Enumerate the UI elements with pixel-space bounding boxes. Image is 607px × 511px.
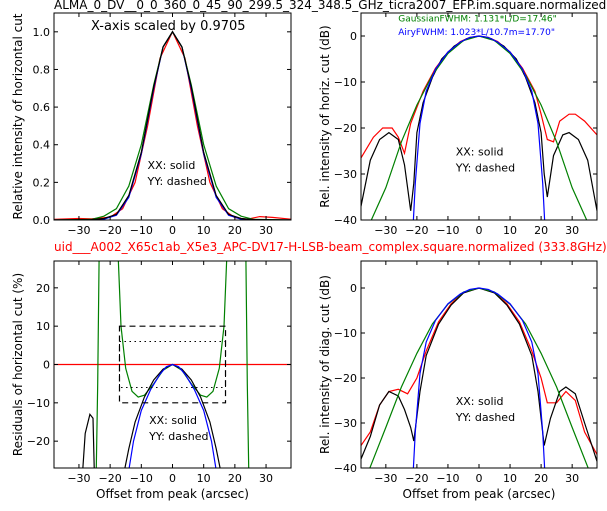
legend-text: YY: dashed — [148, 430, 208, 443]
y-tick-label: −10 — [27, 397, 50, 410]
legend-text: YY: dashed — [455, 411, 515, 424]
y-tick-label: 0.0 — [33, 214, 51, 227]
x-tick-label: −20 — [405, 472, 428, 485]
fwhm-annotation: GaussianFWHM: 1.131*L/D=17.46" — [398, 14, 556, 24]
x-tick-label: 20 — [228, 472, 242, 485]
plot-frame — [360, 260, 598, 469]
x-tick-label: −20 — [405, 224, 428, 237]
x-tick-label: 30 — [565, 472, 579, 485]
series-line-0 — [54, 30, 291, 220]
series-line-3 — [54, 30, 291, 220]
x-tick-label: 10 — [503, 472, 517, 485]
y-tick-label: 1.0 — [33, 26, 51, 39]
y-tick-label: 0 — [350, 282, 357, 295]
y-tick-label: −20 — [27, 435, 50, 448]
series-line-0 — [361, 287, 597, 455]
y-tick-label: −30 — [334, 417, 357, 430]
fwhm-annotation: AiryFWHM: 1.023*L/10.7m=17.70" — [398, 28, 555, 38]
legend-text: XX: solid — [456, 146, 504, 159]
x-tick-label: 10 — [197, 472, 211, 485]
panel-bl: −30 −20 −10 0 10 20 30 −20 −10 0 10 20 Residuals of … — [11, 260, 292, 501]
y-tick-label: 0 — [350, 30, 357, 43]
y-axis-label: Residuals of horizontal cut (%) — [11, 273, 25, 456]
x-tick-label: 30 — [259, 224, 273, 237]
x-tick-label: 20 — [534, 224, 548, 237]
series-line-1 — [361, 35, 597, 211]
series-line-2 — [117, 261, 228, 398]
x-tick-label: −30 — [374, 472, 397, 485]
dashed-box — [118, 325, 227, 404]
x-tick-label: −10 — [130, 224, 153, 237]
series-line-1 — [361, 287, 597, 462]
y-tick-label: −40 — [334, 214, 357, 227]
x-tick-label: 0 — [476, 472, 483, 485]
x-tick-label: 0 — [169, 224, 176, 237]
y-axis-label: Rel. intensity of horiz. cut (dB) — [318, 25, 332, 207]
x-tick-label: 0 — [169, 472, 176, 485]
legend-text: XX: solid — [148, 159, 196, 172]
series-line-2 — [54, 30, 291, 220]
series-line-0 — [361, 35, 597, 159]
x-tick-label: 0 — [476, 224, 483, 237]
x-tick-label: 10 — [197, 224, 211, 237]
figure-title-top: ALMA_0_DV__0_0_360_0_45_90_299.5_324_348… — [54, 0, 606, 12]
series-line-4 — [82, 412, 95, 468]
figure-title-middle: uid___A002_X65c1ab_X5e3_APC-DV17-H-LSB-b… — [54, 240, 607, 254]
y-tick-label: 10 — [36, 320, 50, 333]
y-tick-label: 20 — [36, 282, 50, 295]
x-tick-label: 30 — [565, 224, 579, 237]
series-group — [361, 287, 597, 468]
x-tick-label: −10 — [436, 472, 459, 485]
plot-frame — [360, 12, 598, 221]
series-line-3 — [412, 35, 546, 220]
legend-text: YY: dashed — [455, 162, 515, 175]
panel-tl: −30 −20 −10 0 10 20 30 0.0 0.2 0.4 0.6 0.8 1.0 Relati… — [11, 12, 292, 237]
legend-text: XX: solid — [149, 414, 197, 427]
x-tick-label: 20 — [228, 224, 242, 237]
y-axis-label: Rel. intensity of diag. cut (dB) — [318, 275, 332, 454]
y-tick-label: 0.8 — [33, 63, 51, 76]
y-tick-label: −10 — [334, 327, 357, 340]
y-tick-label: −20 — [334, 372, 357, 385]
x-tick-label: 20 — [534, 472, 548, 485]
x-tick-label: −10 — [436, 224, 459, 237]
y-tick-label: −20 — [334, 122, 357, 135]
scale-annotation: X-axis scaled by 0.9705 — [91, 19, 246, 34]
y-tick-label: 0 — [43, 359, 50, 372]
series-group — [54, 30, 291, 220]
series-line-3 — [245, 261, 250, 468]
series-line-3 — [412, 287, 546, 468]
x-tick-label: −30 — [67, 472, 90, 485]
legend-text: XX: solid — [456, 395, 504, 408]
legend-text: YY: dashed — [147, 175, 207, 188]
dotted-box — [118, 341, 227, 388]
series-line-2 — [370, 35, 588, 220]
y-tick-label: 0.6 — [33, 101, 51, 114]
x-axis-label: Offset from peak (arcsec) — [403, 487, 556, 501]
y-tick-label: 0.2 — [33, 176, 51, 189]
x-tick-label: 10 — [503, 224, 517, 237]
y-tick-label: 0.4 — [33, 139, 51, 152]
x-tick-label: −30 — [374, 224, 397, 237]
x-tick-label: 30 — [259, 472, 273, 485]
y-tick-label: −10 — [334, 76, 357, 89]
x-tick-label: −20 — [99, 472, 122, 485]
plot-frame — [53, 12, 292, 221]
series-line-1 — [95, 261, 100, 468]
y-tick-label: −30 — [334, 168, 357, 181]
x-tick-label: −30 — [67, 224, 90, 237]
series-line-6 — [128, 363, 217, 468]
x-tick-label: −10 — [130, 472, 153, 485]
series-group — [54, 261, 291, 468]
y-axis-label: Relative intensity of horizontal cut — [11, 13, 25, 219]
panel-tr: −30 −20 −10 0 10 20 30 −40 −30 −20 −10 0 Rel. intens… — [318, 12, 598, 237]
x-axis-label: Offset from peak (arcsec) — [96, 487, 249, 501]
y-tick-label: −40 — [334, 462, 357, 475]
x-tick-label: −20 — [99, 224, 122, 237]
panel-br: −30 −20 −10 0 10 20 30 −40 −30 −20 −10 0 Rel. intens… — [318, 260, 598, 501]
series-group — [361, 35, 597, 220]
series-line-1 — [54, 30, 291, 220]
